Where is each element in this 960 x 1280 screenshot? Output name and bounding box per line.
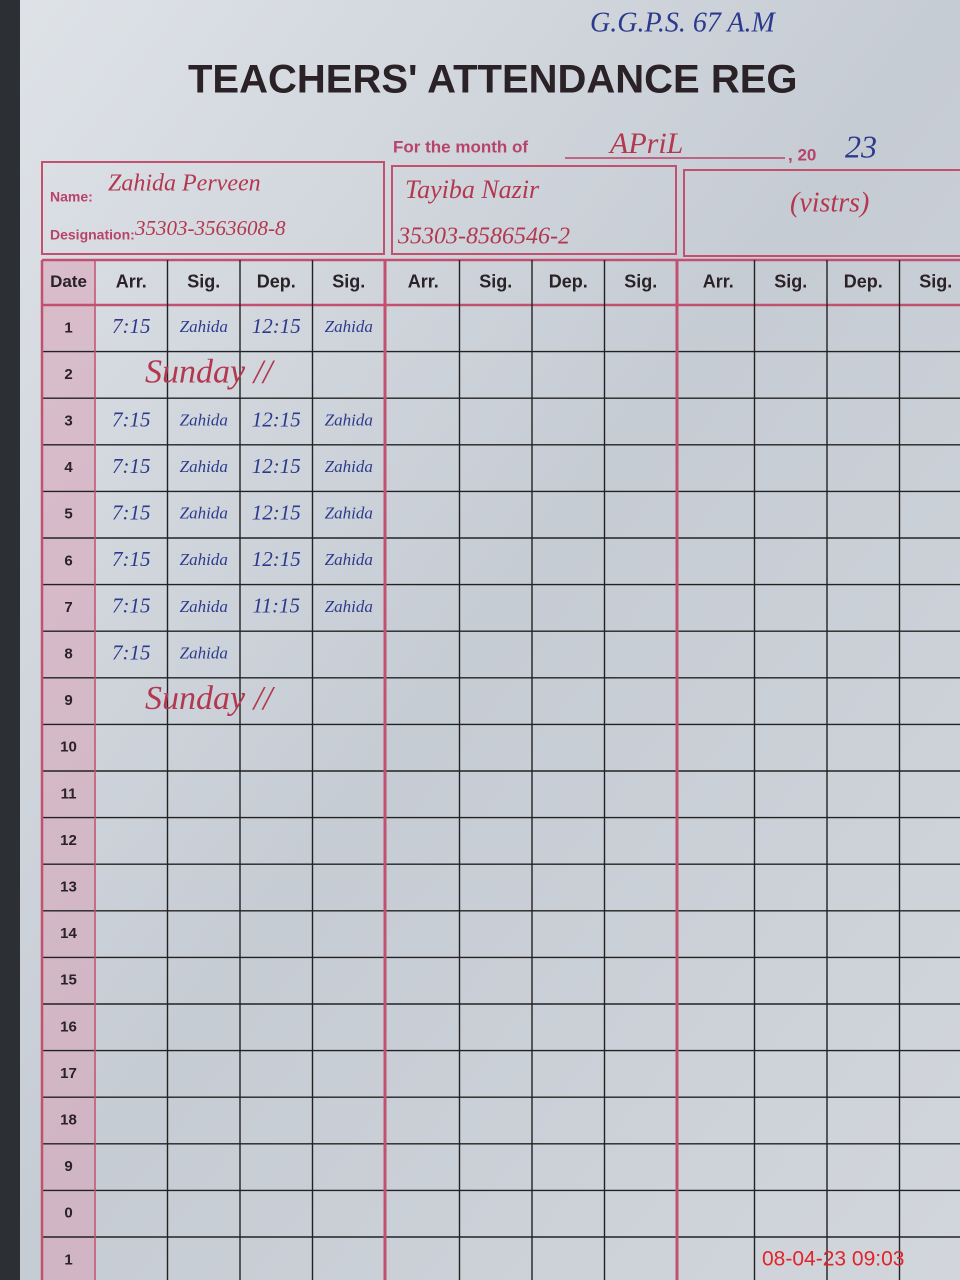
time-entry: 7:15 [112,640,151,664]
title: TEACHERS' ATTENDANCE REG [188,58,798,102]
time-entry: 7:15 [112,547,151,571]
date-label: 14 [60,925,77,942]
date-label: 10 [60,739,77,756]
signature: Zahida [180,410,228,429]
teacher-box [41,161,385,255]
column-header: Sig. [187,271,220,291]
column-header: Arr. [703,271,734,291]
date-label: 12 [60,832,77,849]
column-header: Sig. [479,271,512,291]
note: Sunday // [145,680,276,717]
signature: Zahida [180,597,228,616]
signature: Zahida [325,550,373,569]
time-entry: 12:15 [252,314,301,338]
column-header: Dep. [549,271,588,291]
signature: Zahida [325,410,373,429]
date-label: 18 [60,1111,77,1128]
teacher-name: Zahida Perveen [108,171,261,197]
date-label: 8 [64,645,72,662]
column-header: Dep. [844,271,883,291]
signature: Zahida [325,457,373,476]
binding [0,0,20,1280]
school-code: G.G.P.S. 67 A.M [590,7,777,38]
date-label: 4 [64,459,73,476]
date-label: 17 [60,1065,77,1082]
time-entry: 7:15 [112,314,151,338]
column-header: Arr. [116,271,147,291]
signature: Zahida [325,317,373,336]
signature: Zahida [180,504,228,523]
date-label: 2 [64,366,72,383]
teacher-name: Tayiba Nazir [405,175,540,204]
signature: Zahida [325,597,373,616]
date-label: 15 [60,972,77,989]
date-label: 13 [60,878,77,895]
time-entry: 12:15 [252,547,301,571]
time-entry: 12:15 [252,454,301,478]
time-entry: 12:15 [252,407,301,431]
date-label: 0 [64,1205,72,1222]
column-header: Date [50,272,87,291]
time-entry: 7:15 [112,501,151,525]
signature: Zahida [180,317,228,336]
teacher-designation: 35303-3563608-8 [134,216,286,240]
date-label: 7 [64,599,72,616]
date-label: 6 [64,552,72,569]
date-label: 16 [60,1018,77,1035]
timestamp: 08-04-23 09:03 [762,1248,904,1271]
time-entry: 7:15 [112,407,151,431]
signature: Zahida [180,457,228,476]
date-column [42,260,95,1280]
column-header: Sig. [919,271,952,291]
teacher-name: (vistrs) [790,187,869,218]
name-label: Name: [50,189,93,205]
note: Sunday // [145,354,276,391]
signature: Zahida [180,643,228,662]
teacher-box [391,165,677,255]
column-header: Dep. [257,271,296,291]
time-entry: 11:15 [253,594,300,618]
year: 23 [845,128,877,164]
year-prefix: , 20 [788,145,816,164]
month-label: For the month of [393,137,528,156]
column-header: Sig. [332,271,365,291]
column-header: Arr. [408,271,439,291]
date-label: 9 [64,1158,72,1175]
date-label: 11 [61,785,77,802]
date-label: 3 [64,412,72,429]
date-label: 9 [64,692,72,709]
designation-label: Designation: [50,227,135,243]
signature: Zahida [180,550,228,569]
attendance-table: Date Arr. Sig. Dep. Sig. Arr. Sig. Dep. Sig. Arr.… [40,258,960,1280]
date-label: 1 [64,1251,72,1268]
time-entry: 12:15 [252,501,301,525]
teacher-designation: 35303-8586546-2 [397,224,570,250]
date-label: 1 [64,319,72,336]
time-entry: 7:15 [112,594,151,618]
signature: Zahida [325,504,373,523]
time-entry: 7:15 [112,454,151,478]
month: APriL [608,127,683,160]
column-header: Sig. [774,271,807,291]
column-header: Sig. [624,271,657,291]
date-label: 5 [64,506,72,523]
teacher-box [683,169,960,257]
